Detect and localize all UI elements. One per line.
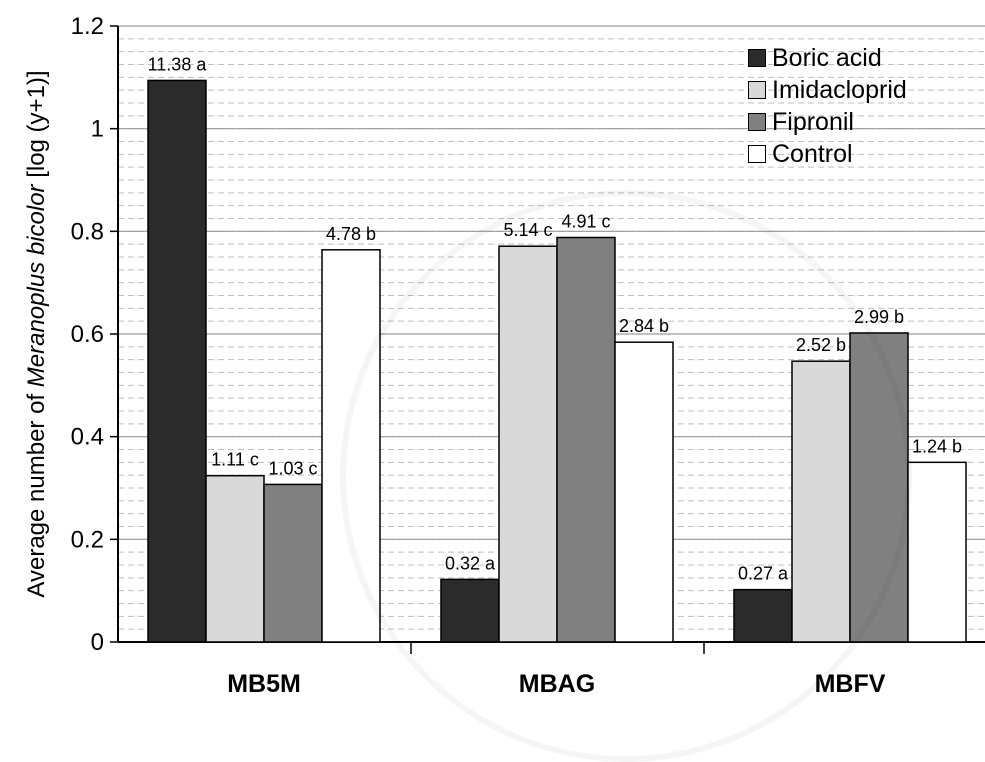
data-label: 4.91 c bbox=[561, 211, 610, 231]
data-label: 1.24 b bbox=[912, 436, 962, 456]
legend-swatch-fipronil bbox=[748, 113, 766, 131]
legend-item-imidacloprid: Imidacloprid bbox=[748, 74, 907, 106]
legend-label-boric-acid: Boric acid bbox=[772, 43, 882, 72]
data-label: 2.99 b bbox=[854, 307, 904, 327]
data-label: 11.38 a bbox=[148, 54, 208, 74]
bar-fipronil-mbfv bbox=[849, 332, 909, 643]
y-tick-label: 0.4 bbox=[71, 424, 104, 451]
data-label: 1.11 c bbox=[211, 450, 259, 470]
legend-item-boric-acid: Boric acid bbox=[748, 42, 907, 74]
y-tick-label: 0.2 bbox=[71, 526, 104, 553]
y-axis-label: Average number of Meranoplus bicolor [lo… bbox=[23, 70, 50, 597]
bar-boric-acid-mbag bbox=[440, 578, 500, 643]
x-category-label: MBAG bbox=[519, 670, 595, 698]
legend-label-imidacloprid: Imidacloprid bbox=[772, 75, 907, 104]
data-label: 0.27 a bbox=[738, 564, 789, 584]
bar-imidacloprid-mbfv bbox=[791, 360, 851, 643]
bar-control-mbfv bbox=[907, 461, 967, 643]
bar-fipronil-mb5m bbox=[263, 483, 323, 643]
data-label: 2.84 b bbox=[619, 316, 669, 336]
bar-chart: 0 0.2 0.4 0.6 0.8 1 1.2 Average number of Meran… bbox=[23, 13, 985, 698]
y-axis-label-part: Average number of bbox=[23, 387, 50, 597]
chart: 0 0.2 0.4 0.6 0.8 1 1.2 Average number of Meran… bbox=[23, 13, 985, 762]
bar-fipronil-mbag bbox=[556, 236, 616, 643]
y-axis-label-part: [log (y bbox=[23, 112, 50, 184]
bar-boric-acid-mb5m bbox=[147, 79, 207, 643]
y-tick-label: 0.6 bbox=[71, 321, 104, 348]
legend-item-fipronil: Fipronil bbox=[748, 106, 907, 138]
data-label: 1.03 c bbox=[268, 458, 317, 478]
data-label: 5.14 c bbox=[503, 220, 552, 240]
data-label: 4.78 b bbox=[326, 224, 376, 244]
y-tick-label: 1.2 bbox=[71, 13, 104, 40]
bar-imidacloprid-mb5m bbox=[205, 474, 265, 643]
y-tick-label: 1 bbox=[91, 116, 104, 143]
legend-label-fipronil: Fipronil bbox=[772, 107, 854, 136]
bar-imidacloprid-mbag bbox=[498, 245, 558, 643]
legend-swatch-boric-acid bbox=[748, 49, 766, 67]
legend-item-control: Control bbox=[748, 138, 907, 170]
legend-label-control: Control bbox=[772, 139, 853, 168]
y-axis-label-part: +1)] bbox=[23, 70, 50, 112]
bar-control-mbag bbox=[614, 341, 674, 643]
data-label: 0.32 a bbox=[445, 553, 496, 573]
legend-swatch-imidacloprid bbox=[748, 81, 766, 99]
legend-swatch-control bbox=[748, 145, 766, 163]
y-tick-label: 0 bbox=[91, 629, 104, 656]
bar-control-mb5m bbox=[321, 249, 381, 643]
y-axis-label-part: Meranoplus bicolor bbox=[23, 183, 50, 387]
data-label: 2.52 b bbox=[796, 335, 846, 355]
legend: Boric acid Imidacloprid Fipronil Control bbox=[748, 42, 907, 170]
x-category-label: MB5M bbox=[227, 670, 301, 698]
x-category-label: MBFV bbox=[815, 670, 886, 698]
y-tick-label: 0.8 bbox=[71, 218, 104, 245]
bar-boric-acid-mbfv bbox=[733, 588, 793, 643]
